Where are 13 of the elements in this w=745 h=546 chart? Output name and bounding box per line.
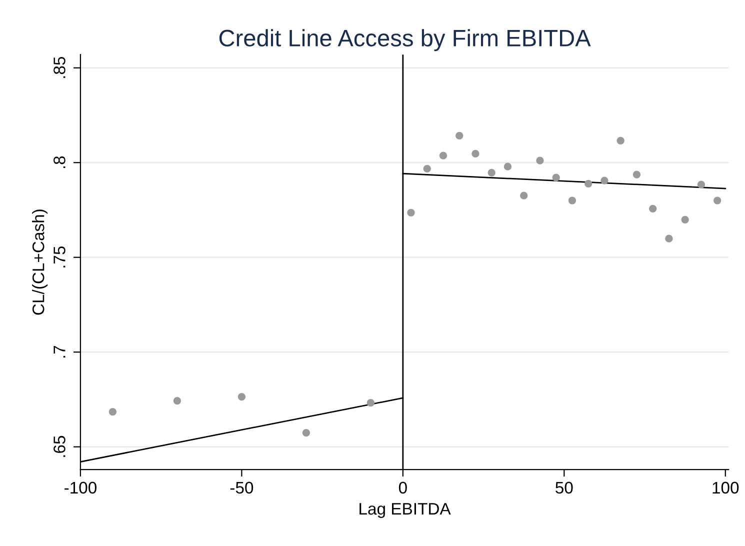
x-tick-label: -50	[230, 482, 254, 494]
x-tick-label: 0	[398, 482, 407, 494]
x-tick-label: 50	[556, 482, 573, 494]
y-tick-label: .8	[54, 156, 66, 168]
y-tick-label: .7	[54, 346, 66, 358]
y-axis-title: CL/(CL+Cash)	[32, 210, 48, 315]
y-tick-label: .65	[54, 436, 66, 457]
x-tick-label: -100	[64, 482, 96, 494]
y-tick-label: .75	[54, 246, 66, 268]
chart-title: Credit Line Access by Firm EBITDA	[219, 29, 591, 52]
x-tick-label: 100	[712, 482, 739, 494]
y-tick-label: .85	[54, 56, 66, 78]
x-axis-title: Lag EBITDA	[360, 503, 451, 518]
